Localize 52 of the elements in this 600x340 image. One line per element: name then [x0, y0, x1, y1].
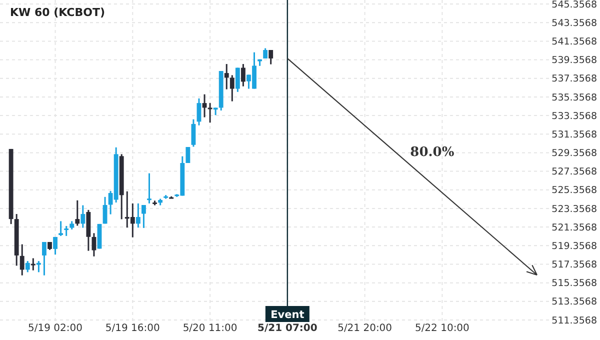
candlestick	[92, 232, 96, 258]
candlestick	[208, 102, 212, 124]
y-tick-label: 521.3568	[552, 222, 597, 234]
candlestick	[53, 236, 58, 256]
y-tick-label: 533.3568	[552, 110, 597, 122]
y-tick-label: 535.3568	[552, 92, 597, 104]
candlestick	[20, 244, 24, 276]
y-tick-label: 511.3568	[552, 315, 597, 326]
candlestick	[186, 146, 190, 164]
y-tick-label: 545.3568	[552, 0, 597, 10]
y-tick-label: 513.3568	[552, 296, 597, 308]
y-tick-label: 537.3568	[552, 74, 597, 85]
y-tick-label: 529.3568	[552, 148, 597, 160]
candlestick	[30, 258, 36, 272]
candlestick	[235, 66, 240, 93]
y-tick-label: 543.3568	[552, 18, 597, 29]
x-tick-label: 5/22 10:00	[414, 323, 470, 334]
candlestick	[64, 225, 69, 237]
candlestick	[58, 220, 64, 237]
y-tick-label: 519.3568	[552, 240, 597, 252]
y-tick-label: 523.3568	[552, 204, 597, 215]
x-tick-label: 5/19 02:00	[28, 323, 82, 334]
x-tick-label: 5/21 07:00	[258, 323, 318, 334]
candlestick	[75, 200, 80, 226]
candlestick	[147, 172, 152, 204]
candlestick	[25, 260, 30, 273]
y-tick-label: 541.3568	[552, 36, 597, 48]
candlestick	[42, 241, 46, 276]
candlestick	[80, 204, 86, 229]
candlestick	[196, 98, 202, 126]
text: KW 60 (KCBOT)	[10, 6, 106, 19]
y-tick-label: 517.3568	[552, 260, 597, 271]
candlestick	[224, 63, 229, 90]
candlestick	[136, 202, 140, 228]
y-tick-label: 515.3568	[552, 278, 597, 290]
y-tick-label: 525.3568	[552, 185, 597, 196]
candlestick	[268, 49, 274, 66]
annotation: 80.0%	[410, 144, 455, 160]
x-tick-label: 5/21 20:00	[338, 323, 392, 334]
y-tick-label: 531.3568	[552, 129, 597, 140]
ref-line-label: Event	[270, 309, 304, 321]
candlestick	[263, 47, 268, 60]
y-tick-label: 539.3568	[552, 55, 597, 66]
x-tick-label: 5/19 16:00	[105, 323, 160, 334]
candlestick	[142, 204, 146, 229]
x-tick-label: 5/20 11:00	[182, 323, 238, 334]
candlestick	[102, 196, 108, 224]
candlestick	[240, 63, 246, 88]
candlestick	[36, 260, 41, 273]
y-tick-label: 527.3568	[552, 166, 597, 178]
candlestick	[191, 118, 196, 148]
candlestick	[230, 74, 234, 102]
